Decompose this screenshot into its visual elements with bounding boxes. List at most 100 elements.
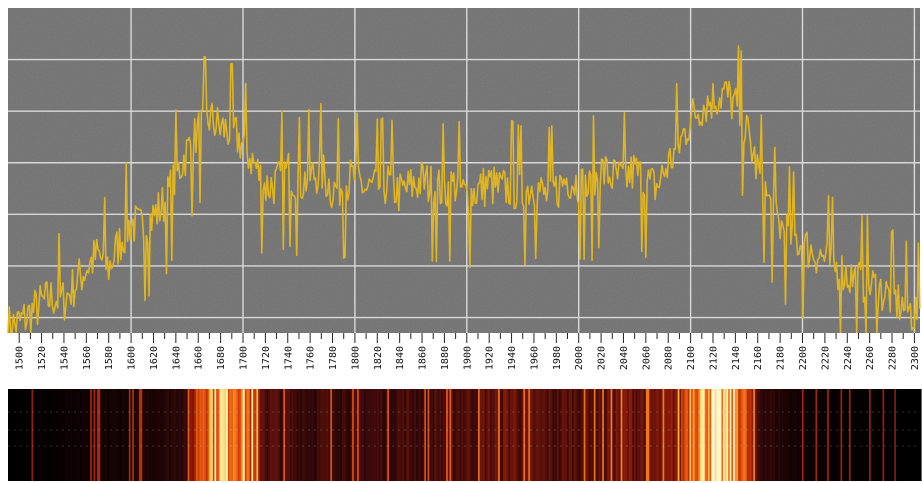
x-tick-label: 1640: [171, 346, 182, 370]
spectrogram-band: [864, 389, 867, 481]
spectrogram-band: [785, 389, 788, 481]
spectrogram-band: [890, 389, 894, 481]
spectrogram-band: [16, 389, 19, 481]
spectrogram-band: [684, 389, 687, 481]
spectrogram-band: [185, 389, 189, 481]
spectrogram-band: [332, 389, 335, 481]
spectrogram-band: [316, 389, 319, 481]
spectrogram-band: [201, 389, 204, 481]
spectrogram-band: [600, 389, 603, 481]
spectrogram-band: [563, 389, 566, 481]
spectrogram-band: [125, 389, 128, 481]
spectrogram-band: [496, 389, 499, 481]
spectrogram-band: [164, 389, 167, 481]
spectrogram-band: [431, 389, 434, 481]
spectrogram-band: [830, 389, 833, 481]
spectrogram-band: [192, 389, 195, 481]
spectrogram-band: [550, 389, 553, 481]
spectrogram-band: [392, 389, 395, 481]
spectrogram-band: [231, 389, 234, 481]
spectrogram-band: [471, 389, 474, 481]
spectrogram-band: [565, 389, 568, 481]
spectrogram-band: [546, 389, 549, 481]
spectrogram-band: [753, 389, 756, 481]
spectrogram-band: [68, 389, 71, 481]
spectrogram-band: [258, 389, 261, 481]
spectrogram-band: [842, 389, 845, 481]
spectrogram-band: [845, 389, 848, 481]
spectrogram-band: [897, 389, 900, 481]
spectrogram-band: [115, 389, 118, 481]
spectrogram-band: [744, 389, 748, 481]
spectrogram-band: [639, 389, 642, 481]
spectrogram-band: [61, 389, 64, 481]
spectrogram-band: [365, 389, 368, 481]
spectrogram-band: [578, 389, 581, 481]
spectrogram-band: [575, 389, 578, 481]
spectrogram-band: [736, 389, 739, 481]
spectrogram-band: [778, 389, 781, 481]
spectrogram-band: [279, 389, 283, 481]
spectrogram-band: [711, 389, 714, 481]
spectrogram-band: [761, 389, 764, 481]
spectrogram-band: [8, 389, 11, 481]
spectrogram-band: [854, 389, 857, 481]
spectrogram-band: [699, 389, 702, 481]
x-tick-label: 1700: [238, 346, 249, 370]
spectrogram-band: [462, 389, 466, 481]
spectrogram-band: [264, 389, 267, 481]
spectrogram-band: [664, 389, 667, 481]
spectrogram-band: [320, 389, 323, 481]
spectrogram-band: [355, 389, 358, 481]
spectrogram-band: [375, 389, 378, 481]
spectrogram-band: [98, 389, 101, 481]
spectrogram-band: [859, 389, 862, 481]
spectrogram-band: [290, 389, 293, 481]
x-tick-label: 2020: [597, 346, 608, 370]
spectrogram-band: [229, 389, 232, 481]
spectrogram-band: [248, 389, 251, 481]
spectrogram-band: [649, 389, 652, 481]
spectrogram-band: [149, 389, 152, 481]
spectrogram-band: [701, 389, 704, 481]
spectrogram-band: [696, 389, 699, 481]
spectrogram-band: [855, 389, 858, 481]
spectrogram-band: [286, 389, 289, 481]
spectrogram-band: [253, 389, 256, 481]
spectrogram-band: [412, 389, 415, 481]
spectrogram-band: [721, 389, 724, 481]
spectrogram-band: [770, 389, 773, 481]
spectrogram-band: [429, 389, 432, 481]
spectrogram-band: [872, 389, 875, 481]
spectrogram-band: [122, 389, 125, 481]
spectrogram-band: [528, 389, 531, 481]
spectrogram-band: [191, 389, 194, 481]
spectrogram-band: [553, 389, 556, 481]
spectrogram-band: [765, 389, 768, 481]
spectrogram-band: [348, 389, 351, 481]
spectrogram-band: [760, 389, 763, 481]
spectrogram-band: [447, 389, 450, 481]
spectrogram-band: [160, 389, 163, 481]
spectrogram-band: [875, 389, 878, 481]
spectrogram-band: [464, 389, 467, 481]
spectrogram-band: [352, 389, 355, 481]
spectrogram-band: [521, 389, 524, 481]
spectrogram-band: [748, 389, 751, 481]
spectrogram-band: [775, 389, 778, 481]
spectrogram-band: [561, 389, 565, 481]
x-tick-label: 2260: [865, 346, 876, 370]
spectrogram-band: [716, 389, 719, 481]
spectrogram-band: [330, 389, 333, 481]
spectrogram-band: [800, 389, 803, 481]
spectrogram-band: [702, 389, 706, 481]
spectrogram-band: [53, 389, 56, 481]
spectrogram-band: [113, 389, 116, 481]
spectrogram-band: [216, 389, 219, 481]
spectrogram-band: [771, 389, 774, 481]
x-tick-label: 1880: [440, 346, 451, 370]
spectrogram-band: [273, 389, 276, 481]
spectrogram-band: [607, 389, 610, 481]
spectrogram-band: [397, 389, 400, 481]
